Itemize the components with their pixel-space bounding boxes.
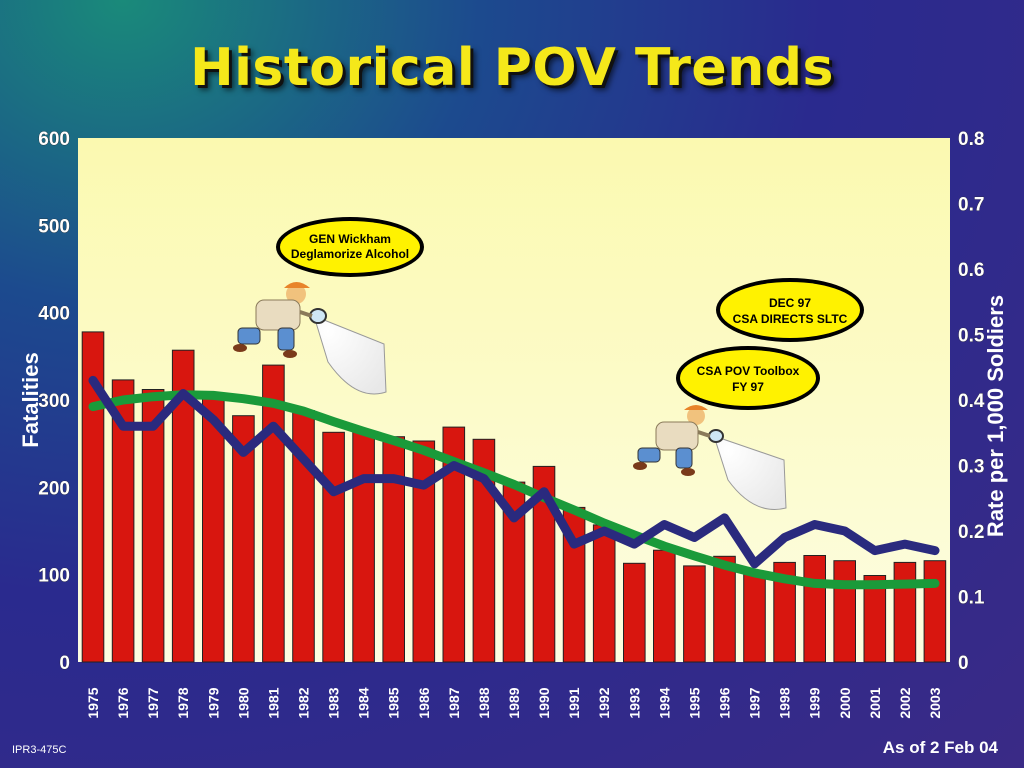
year-label: 1998 (777, 687, 793, 718)
year-label: 1981 (265, 687, 281, 718)
year-label: 2000 (837, 687, 853, 718)
year-label: 1992 (596, 687, 612, 718)
left-tick-label: 400 (38, 304, 70, 325)
year-label: 1987 (446, 687, 462, 718)
year-label: 1984 (356, 687, 372, 718)
year-label: 1999 (807, 687, 823, 718)
bar-1981 (262, 364, 285, 663)
year-label: 2001 (867, 687, 883, 718)
year-label: 1985 (386, 687, 402, 718)
annotation-line: DEC 97 (769, 296, 811, 310)
right-tick-label: 0.6 (958, 260, 984, 281)
bar-2000 (833, 560, 857, 663)
bar-1983 (322, 431, 345, 663)
detective-with-flashlight-icon (633, 405, 787, 510)
detective-with-flashlight-icon (233, 282, 387, 395)
bar-1998 (773, 561, 796, 663)
year-label: 1980 (235, 687, 251, 718)
left-axis-title: Fatalities (18, 352, 43, 447)
slide-title: Historical POV Trends (190, 38, 834, 98)
year-label: 2003 (927, 687, 943, 718)
bar-1997 (743, 570, 766, 663)
year-label: 1983 (326, 687, 342, 718)
bar-1992 (592, 524, 616, 663)
year-label: 2002 (897, 687, 913, 718)
annotation-line: Deglamorize Alcohol (291, 247, 409, 261)
year-label: 1990 (536, 687, 552, 718)
annotation-gen-wickham: GEN Wickham Deglamorize Alcohol (276, 217, 424, 277)
right-tick-label: 0.3 (958, 457, 984, 478)
year-label: 1986 (416, 687, 432, 718)
annotation-dec-97: DEC 97 CSA DIRECTS SLTC (716, 278, 864, 342)
left-tick-label: 100 (38, 566, 70, 587)
left-axis-ticks: 0 100 200 300 400 500 600 (38, 129, 70, 675)
year-label: 1989 (506, 687, 522, 718)
right-tick-label: 0.7 (958, 195, 984, 216)
bar-1975 (81, 331, 105, 663)
rate-line (88, 375, 940, 569)
bar-1993 (623, 562, 646, 663)
bar-1985 (382, 436, 405, 663)
bar-1976 (111, 379, 135, 663)
right-tick-label: 0.5 (958, 326, 985, 347)
bar-1978 (171, 349, 195, 663)
bar-1995 (683, 565, 706, 663)
annotation-line: CSA DIRECTS SLTC (733, 312, 848, 326)
trend-line (88, 390, 940, 590)
bar-1996 (713, 555, 736, 663)
bar-1984 (352, 430, 375, 663)
right-axis-ticks: 0 0.1 0.2 0.3 0.4 0.5 0.6 0.7 0.8 (958, 129, 985, 675)
annotation-line: GEN Wickham (309, 232, 391, 246)
right-tick-label: 0 (958, 653, 969, 674)
year-label: 1996 (717, 687, 733, 718)
year-label: 1975 (85, 687, 101, 718)
line-series (88, 375, 940, 590)
right-tick-label: 0.2 (958, 522, 984, 543)
year-label: 1979 (205, 687, 221, 718)
as-of-date: As of 2 Feb 04 (882, 738, 998, 757)
bar-1980 (232, 415, 255, 663)
year-label: 1993 (626, 687, 642, 718)
left-tick-label: 600 (38, 129, 70, 150)
annotation-line: CSA POV Toolbox (697, 364, 800, 378)
annotation-csa-pov-toolbox: CSA POV Toolbox FY 97 (676, 346, 820, 410)
bar-2001 (863, 575, 887, 663)
right-axis-title: Rate per 1,000 Soldiers (983, 295, 1008, 537)
bar-1986 (412, 440, 436, 663)
year-label: 1982 (296, 687, 312, 718)
right-tick-label: 0.4 (958, 391, 985, 412)
bar-2003 (923, 560, 947, 663)
year-label: 1976 (115, 687, 131, 718)
left-tick-label: 500 (38, 216, 70, 237)
bar-1994 (653, 549, 676, 663)
x-axis-tick-labels: 1975 1976 1977 1978 1979 1980 1981 1982 1983 1984… (85, 687, 943, 718)
bar-1988 (472, 438, 496, 663)
slide-id: IPR3-475C (12, 744, 67, 756)
bar-1990 (532, 465, 556, 663)
left-tick-label: 300 (38, 391, 70, 412)
bar-1999 (803, 555, 827, 663)
right-tick-label: 0.1 (958, 588, 985, 609)
year-label: 1988 (476, 687, 492, 718)
year-label: 1997 (747, 687, 763, 718)
annotation-line: FY 97 (732, 380, 764, 394)
left-tick-label: 200 (38, 478, 70, 499)
year-label: 1978 (175, 687, 191, 718)
bar-1977 (141, 389, 165, 663)
year-label: 1994 (656, 687, 672, 718)
year-label: 1995 (686, 687, 702, 718)
right-tick-label: 0.8 (958, 129, 984, 150)
bar-2002 (893, 561, 917, 663)
year-label: 1977 (145, 687, 161, 718)
year-label: 1991 (566, 687, 582, 718)
left-tick-label: 0 (59, 653, 70, 674)
bar-1987 (442, 426, 466, 663)
